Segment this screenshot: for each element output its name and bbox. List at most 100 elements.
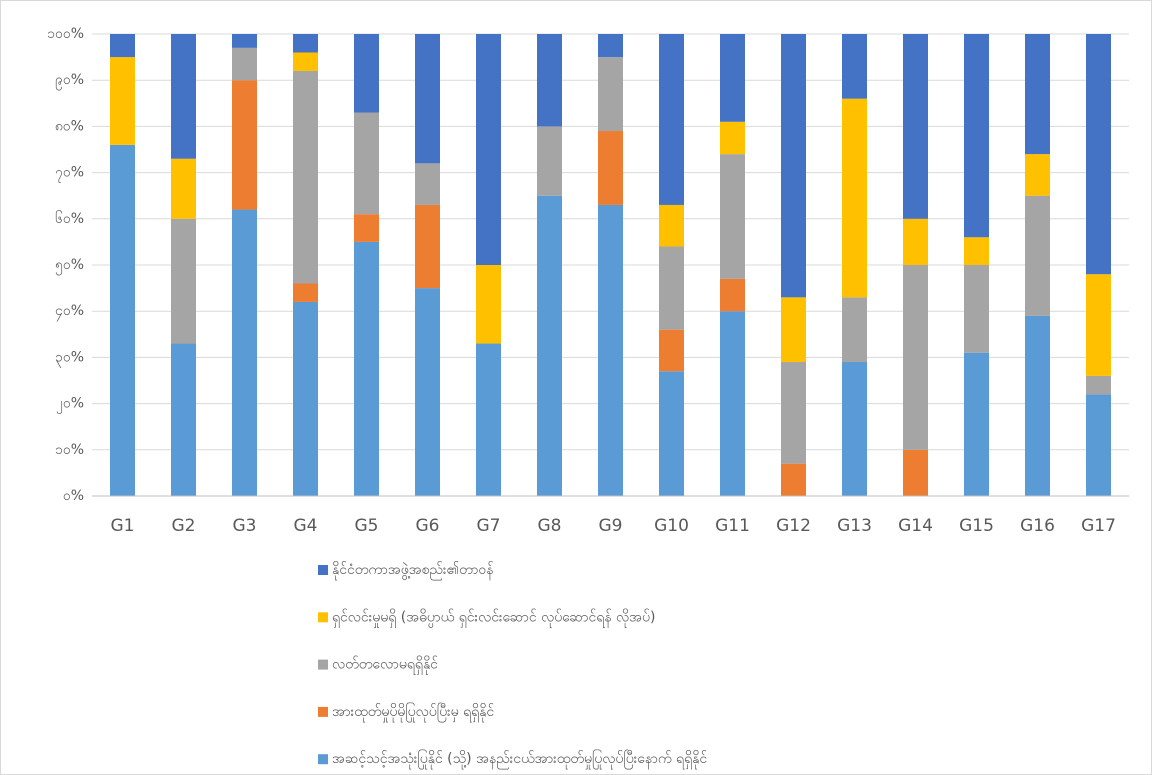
bar-segment [903,449,928,496]
bar-segment [720,278,745,312]
bar-segment [537,195,562,496]
bar-segment [842,98,867,298]
bar-segment [842,362,867,496]
legend-swatch [318,754,328,765]
legend-label: အဆင့်သင့်အသုံးပြုနိုင် (သို့) အနည်းငယ်အာ… [332,750,707,769]
x-tick-label: G17 [1081,516,1116,536]
bar-segment [659,246,684,330]
bar-segment [110,144,135,496]
bar-segment [232,34,257,48]
bar-segment [781,34,806,298]
bar-segment [110,57,135,145]
bar-segment [537,34,562,127]
bar-segment [964,265,989,353]
x-tick-label: G7 [477,516,501,536]
y-tick-label: ၃၀% [55,349,84,367]
bar-segment [1025,34,1050,155]
bar-segment [659,204,684,247]
y-tick-label: ၈၀% [55,118,84,134]
y-tick-label: ၁၀၀% [47,26,84,42]
y-tick-label: ၀% [63,488,84,504]
legend-label: အားထုတ်မှုပိုမိုပြုလုပ်ပြီးမှ ရရှိနိုင် [332,703,494,722]
bar-segment [476,34,501,265]
bar-segment [659,34,684,205]
bar-segment [1025,315,1050,496]
bar-segment [598,57,623,132]
legend-swatch [318,612,328,623]
x-tick-label: G3 [233,516,257,536]
bar-segment [354,112,379,215]
x-tick-label: G9 [599,516,623,536]
bar-segment [598,34,623,58]
x-tick-label: G11 [715,516,750,536]
bar-segment [1086,394,1111,496]
bar-segment [415,163,440,205]
bar-segment [964,237,989,265]
bar-segment [720,154,745,279]
bar-segment [842,34,867,99]
bar-segment [171,34,196,159]
bar-segment [781,362,806,464]
legend-label: နိုင်ငံတကာအဖွဲ့အစည်း၏တာဝန် [332,562,493,580]
x-tick-label: G1 [111,516,135,536]
x-tick-label: G8 [538,516,562,536]
bar-segment [171,158,196,219]
bar-segment [964,34,989,238]
x-tick-label: G15 [959,516,994,536]
x-tick-label: G13 [837,516,872,536]
bar-segment [842,297,867,363]
bar-segment [781,297,806,363]
bar-segment [903,265,928,450]
bar-segment [598,131,623,205]
bar-segment [415,34,440,164]
bar-segment [720,311,745,496]
x-tick-label: G5 [355,516,379,536]
y-tick-label: ၅၀% [55,257,84,275]
bar-segment [293,301,318,496]
bar-segment [232,47,257,81]
bar-segment [964,352,989,496]
y-tick-label: ၇၀% [55,165,84,183]
legend-swatch [318,565,328,575]
bar-segment [110,34,135,58]
bar-segment [293,283,318,302]
y-tick-label: ၆၀% [55,211,84,227]
bar-segment [354,241,379,496]
x-tick-label: G12 [776,516,811,536]
bar-segment [171,218,196,344]
bar-segment [232,209,257,496]
legend-label: ရှင်လင်းမှုမရှိ (အဓိပ္ပာယ် ရှင်းလင်းဆောင… [332,609,655,627]
bar-segment [659,371,684,496]
bar-segment [171,343,196,496]
x-tick-label: G16 [1020,516,1055,536]
x-tick-label: G10 [654,516,689,536]
bar-segment [293,52,318,71]
bar-segment [903,34,928,219]
legend-label: လတ်တလောမရရှိနိုင် [332,657,438,675]
bar-segment [415,204,440,289]
bar-segment [537,126,562,196]
legend-swatch [318,659,328,670]
bar-segment [1025,195,1050,316]
bar-segment [293,70,318,284]
bar-segment [476,265,501,344]
x-tick-label: G4 [294,516,318,536]
bar-segment [903,218,928,265]
bar-segment [720,121,745,155]
bar-segment [781,463,806,496]
bar-segment [659,329,684,372]
legend-swatch [318,706,328,717]
bar-segment [1086,375,1111,395]
bar-segment [1086,274,1111,376]
y-tick-label: ၂၀% [56,396,84,414]
y-tick-label: ၉၀% [55,72,84,90]
bar-segment [1025,154,1050,196]
bar-segment [354,214,379,242]
x-tick-label: G2 [172,516,196,536]
bar-segment [476,343,501,496]
bar-segment [293,34,318,53]
bar-segment [598,204,623,496]
y-tick-label: ၄၀% [55,303,84,321]
bar-segment [232,80,257,210]
